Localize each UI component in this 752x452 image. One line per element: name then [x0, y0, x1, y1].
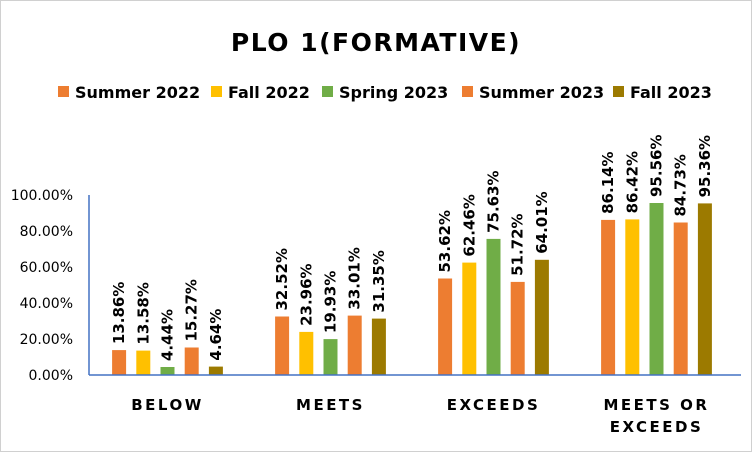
bar [371, 318, 386, 375]
bar [601, 219, 616, 375]
bar [697, 203, 712, 375]
bars [112, 203, 712, 375]
legend-item: Fall 2022 [211, 83, 310, 102]
bar [347, 315, 362, 375]
bar [486, 238, 501, 375]
x-axis: BELOW MEETS EXCEEDS MEETS OR EXCEEDS [89, 374, 741, 436]
x-category-label: BELOW [131, 396, 204, 414]
bar [323, 339, 338, 375]
data-label: 75.63% [485, 170, 503, 232]
legend: Summer 2022 Fall 2022 Spring 2023 Summer 20… [58, 83, 712, 102]
data-labels: 13.86% 13.58% 4.44% 15.27% 4.64% 32.52% 23.96%… [110, 135, 714, 361]
data-label: 95.36% [696, 135, 714, 197]
data-label: 86.42% [623, 151, 641, 213]
legend-label: Summer 2023 [479, 83, 604, 102]
data-label: 33.01% [346, 247, 364, 309]
bar [673, 222, 688, 375]
legend-swatch [322, 86, 333, 97]
data-label: 84.73% [672, 154, 690, 216]
bar [160, 367, 175, 375]
legend-item: Summer 2023 [462, 83, 604, 102]
legend-swatch [613, 86, 624, 97]
chart-title: PLO 1(FORMATIVE) [231, 28, 521, 57]
y-tick-label: 100.00% [11, 188, 73, 204]
data-label: 62.46% [460, 194, 478, 256]
bar [208, 366, 223, 375]
x-category-label: MEETS [296, 396, 365, 414]
y-tick-label: 20.00% [20, 332, 73, 348]
x-category-label: EXCEEDS [447, 396, 541, 414]
legend-item: Spring 2023 [322, 83, 448, 102]
legend-label: Fall 2023 [630, 83, 712, 102]
legend-item: Summer 2022 [58, 83, 200, 102]
bar [462, 262, 477, 375]
data-label: 19.93% [322, 271, 340, 333]
y-axis: 0.00% 20.00% 40.00% 60.00% 80.00% 100.00% [11, 188, 90, 384]
legend-swatch [211, 86, 222, 97]
bar [438, 278, 453, 375]
y-tick-label: 80.00% [20, 224, 73, 240]
bar [649, 203, 664, 375]
y-tick-label: 60.00% [20, 260, 73, 276]
legend-swatch [58, 86, 69, 97]
data-label: 86.14% [599, 151, 617, 213]
data-label: 15.27% [183, 279, 201, 341]
bar [299, 331, 314, 375]
data-label: 53.62% [436, 210, 454, 272]
bar [534, 259, 549, 375]
y-tick-label: 0.00% [29, 368, 73, 384]
data-label: 23.96% [297, 263, 315, 325]
bar [184, 347, 199, 375]
data-label: 64.01% [533, 191, 551, 253]
legend-label: Spring 2023 [339, 83, 448, 102]
data-label: 51.72% [509, 213, 527, 275]
legend-label: Summer 2022 [75, 83, 200, 102]
legend-swatch [462, 86, 473, 97]
data-label: 13.86% [110, 282, 128, 344]
legend-item: Fall 2023 [613, 83, 712, 102]
data-label: 32.52% [273, 248, 291, 310]
data-label: 95.56% [648, 135, 666, 197]
bar [625, 219, 640, 375]
bar [275, 316, 290, 375]
data-label: 4.44% [159, 309, 177, 361]
y-tick-label: 40.00% [20, 296, 73, 312]
data-label: 4.64% [207, 309, 225, 361]
legend-label: Fall 2022 [228, 83, 310, 102]
x-category-label: MEETS OR EXCEEDS [604, 396, 710, 436]
data-label: 13.58% [134, 282, 152, 344]
bar [136, 350, 151, 375]
data-label: 31.35% [370, 250, 388, 312]
bar [112, 350, 127, 375]
bar [510, 281, 525, 375]
